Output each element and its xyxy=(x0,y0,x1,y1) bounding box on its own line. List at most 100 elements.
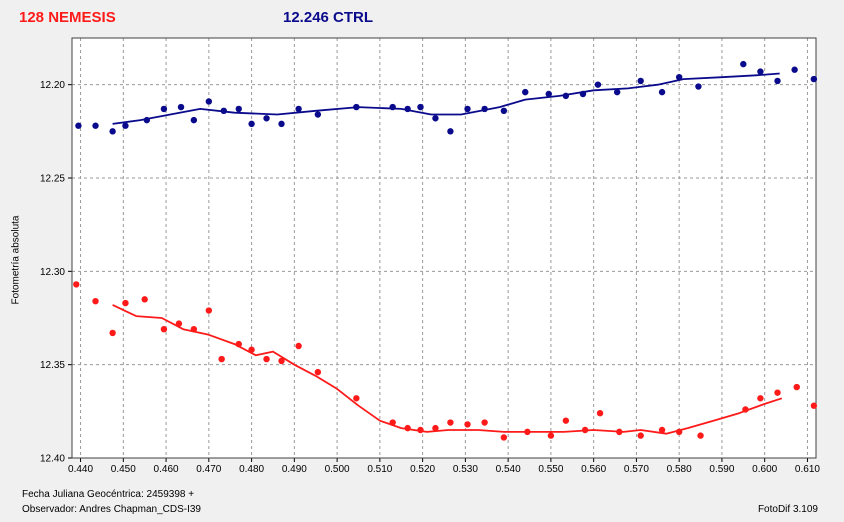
data-point-128-nemesis xyxy=(263,355,270,363)
data-point-12-246-ctrl xyxy=(278,120,285,128)
data-point-12-246-ctrl xyxy=(740,60,747,68)
data-point-128-nemesis xyxy=(160,326,168,333)
data-point-12-246-ctrl xyxy=(177,103,185,111)
data-point-128-nemesis xyxy=(190,326,198,333)
trend-line-128-nemesis xyxy=(112,304,783,435)
plot-border xyxy=(71,37,817,459)
y-tick-label: 12.35 xyxy=(40,360,65,371)
data-point-128-nemesis xyxy=(637,432,644,439)
data-point-128-nemesis xyxy=(417,426,424,434)
x-tick-label: 0.550 xyxy=(538,464,563,475)
x-tick-label: 0.500 xyxy=(325,464,350,475)
data-point-12-246-ctrl xyxy=(432,115,439,122)
control-title: 12.246 CTRL xyxy=(283,9,374,26)
data-point-128-nemesis xyxy=(353,395,360,402)
data-point-12-246-ctrl xyxy=(522,88,529,96)
data-point-12-246-ctrl xyxy=(220,107,227,115)
data-point-12-246-ctrl xyxy=(774,77,781,85)
data-point-128-nemesis xyxy=(581,426,589,434)
data-point-12-246-ctrl xyxy=(695,83,702,90)
data-point-12-246-ctrl xyxy=(122,122,129,129)
data-point-128-nemesis xyxy=(404,424,411,432)
x-tick-label: 0.490 xyxy=(282,464,307,475)
data-point-12-246-ctrl xyxy=(235,105,242,113)
data-point-128-nemesis xyxy=(500,434,508,441)
data-point-128-nemesis xyxy=(175,320,183,327)
data-point-128-nemesis xyxy=(432,424,439,432)
data-point-128-nemesis xyxy=(73,281,80,288)
y-tick-label: 12.20 xyxy=(40,80,65,91)
data-point-128-nemesis xyxy=(464,421,471,428)
data-point-12-246-ctrl xyxy=(389,103,396,111)
x-tick-label: 0.480 xyxy=(239,464,264,475)
x-tick-label: 0.460 xyxy=(154,464,179,475)
data-point-12-246-ctrl xyxy=(404,105,411,113)
data-point-128-nemesis xyxy=(742,406,749,413)
x-tick-label: 0.570 xyxy=(624,464,649,475)
data-point-128-nemesis xyxy=(658,426,666,434)
data-point-12-246-ctrl xyxy=(75,122,82,129)
data-point-128-nemesis xyxy=(122,299,129,307)
y-axis-label: Fotometría absoluta xyxy=(10,215,22,305)
data-point-128-nemesis xyxy=(447,419,454,426)
data-point-12-246-ctrl xyxy=(464,105,471,113)
x-tick-label: 0.560 xyxy=(581,464,606,475)
data-point-128-nemesis xyxy=(562,417,570,424)
data-point-12-246-ctrl xyxy=(562,92,570,100)
data-point-128-nemesis xyxy=(697,432,704,439)
data-point-128-nemesis xyxy=(757,395,764,402)
observer-label: Observador: Andres Chapman_CDS-I39 xyxy=(22,504,201,515)
data-point-12-246-ctrl xyxy=(248,120,255,128)
plot-area xyxy=(72,38,816,458)
data-point-128-nemesis xyxy=(810,402,818,409)
data-point-128-nemesis xyxy=(205,307,213,314)
x-tick-label: 0.530 xyxy=(453,464,478,475)
julian-date-label: Fecha Juliana Geocéntrica: 2459398 + xyxy=(22,489,195,500)
data-point-128-nemesis xyxy=(141,296,148,303)
x-tick-label: 0.510 xyxy=(367,464,392,475)
data-point-128-nemesis xyxy=(675,428,683,436)
data-point-128-nemesis xyxy=(235,340,242,348)
data-point-128-nemesis xyxy=(248,346,255,353)
x-tick-label: 0.590 xyxy=(709,464,734,475)
data-point-128-nemesis xyxy=(92,298,99,305)
x-tick-label: 0.520 xyxy=(410,464,435,475)
software-version-label: FotoDif 3.109 xyxy=(757,504,818,515)
trend-line-12-246-ctrl xyxy=(112,72,780,125)
data-point-128-nemesis xyxy=(481,419,488,426)
data-point-128-nemesis xyxy=(218,355,225,363)
data-point-12-246-ctrl xyxy=(263,115,270,122)
data-point-128-nemesis xyxy=(793,383,800,391)
y-tick-label: 12.25 xyxy=(40,174,65,185)
data-point-128-nemesis xyxy=(596,410,604,417)
data-point-128-nemesis xyxy=(278,357,285,365)
y-tick-label: 12.40 xyxy=(40,454,65,465)
target-title: 128 NEMESIS xyxy=(19,9,116,26)
data-point-128-nemesis xyxy=(295,342,302,350)
data-point-12-246-ctrl xyxy=(613,88,621,96)
x-tick-label: 0.580 xyxy=(667,464,692,475)
data-point-12-246-ctrl xyxy=(757,68,764,75)
y-tick-label: 12.30 xyxy=(40,267,65,278)
data-point-12-246-ctrl xyxy=(92,122,99,129)
data-point-12-246-ctrl xyxy=(353,103,360,111)
data-point-12-246-ctrl xyxy=(810,75,818,83)
data-point-12-246-ctrl xyxy=(447,128,454,135)
data-point-128-nemesis xyxy=(524,428,531,436)
data-point-12-246-ctrl xyxy=(160,105,168,113)
data-point-12-246-ctrl xyxy=(675,74,683,81)
data-point-12-246-ctrl xyxy=(637,77,644,85)
data-point-12-246-ctrl xyxy=(500,107,508,115)
data-point-12-246-ctrl xyxy=(205,98,213,105)
data-point-12-246-ctrl xyxy=(658,88,666,96)
data-point-128-nemesis xyxy=(109,329,116,337)
data-point-12-246-ctrl xyxy=(143,116,151,124)
x-tick-label: 0.450 xyxy=(111,464,136,475)
x-tick-label: 0.600 xyxy=(752,464,777,475)
data-point-12-246-ctrl xyxy=(579,90,587,98)
data-point-128-nemesis xyxy=(314,368,322,376)
data-point-12-246-ctrl xyxy=(295,105,302,113)
data-point-12-246-ctrl xyxy=(594,81,602,88)
data-point-128-nemesis xyxy=(774,389,781,396)
